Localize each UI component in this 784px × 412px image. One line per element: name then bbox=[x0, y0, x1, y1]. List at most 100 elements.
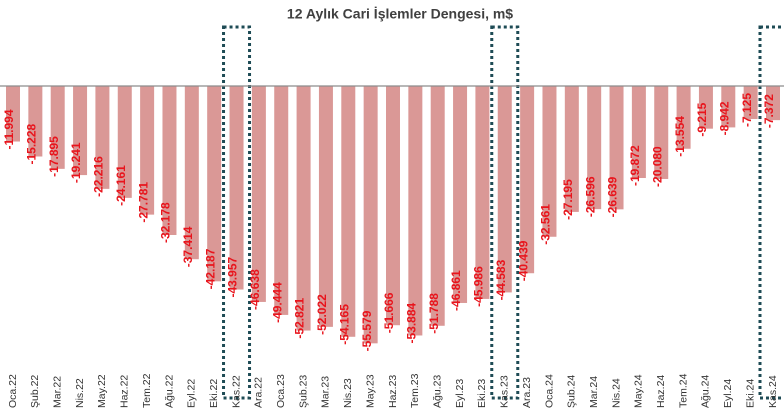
x-tick-label: Şub.23 bbox=[297, 375, 309, 408]
value-label: -19.241 bbox=[69, 142, 83, 183]
value-label: -52.821 bbox=[293, 298, 307, 339]
x-tick-label: Şub.24 bbox=[566, 375, 578, 408]
x-tick-label: Eki.23 bbox=[476, 379, 488, 408]
bar bbox=[654, 86, 669, 179]
bar bbox=[408, 86, 423, 336]
bar bbox=[73, 86, 88, 176]
value-label: -9.215 bbox=[695, 102, 709, 136]
x-tick-label: May.22 bbox=[96, 374, 108, 408]
bar bbox=[743, 86, 758, 119]
bar bbox=[676, 86, 691, 149]
bar bbox=[766, 86, 780, 121]
bar bbox=[497, 86, 512, 293]
x-tick-label: Tem.22 bbox=[141, 373, 153, 408]
bar bbox=[363, 86, 378, 344]
bar bbox=[296, 86, 311, 331]
value-label: -46.861 bbox=[449, 270, 463, 311]
bar bbox=[609, 86, 624, 210]
value-label: -55.579 bbox=[360, 310, 374, 351]
bar bbox=[6, 86, 20, 142]
bar bbox=[117, 86, 132, 198]
highlight-box bbox=[490, 25, 520, 400]
bar bbox=[162, 86, 177, 235]
bar bbox=[95, 86, 110, 189]
bar bbox=[386, 86, 400, 326]
x-tick-label: Nis.24 bbox=[610, 378, 622, 408]
x-tick-label: Şub.22 bbox=[29, 375, 41, 408]
x-tick-label: Kas.23 bbox=[499, 375, 511, 408]
x-tick-label: Kas.24 bbox=[767, 375, 779, 408]
value-label: -37.414 bbox=[181, 226, 195, 267]
value-label: -26.639 bbox=[606, 176, 620, 217]
value-label: -13.554 bbox=[673, 116, 687, 157]
value-label: -7.372 bbox=[762, 94, 776, 128]
value-label: -19.872 bbox=[628, 145, 642, 186]
x-tick-label: Haz.24 bbox=[655, 375, 667, 408]
x-tick-label: Oca.23 bbox=[275, 374, 287, 408]
value-label: -17.895 bbox=[47, 136, 61, 177]
bar bbox=[341, 86, 356, 337]
bar bbox=[184, 86, 199, 260]
bar bbox=[251, 86, 266, 302]
chart-title: 12 Aylık Cari İşlemler Dengesi, m$ bbox=[287, 6, 513, 22]
bar bbox=[721, 86, 736, 128]
bar bbox=[50, 86, 65, 169]
bar bbox=[229, 86, 244, 290]
x-tick-label: Ağu.22 bbox=[163, 375, 175, 408]
value-label: -52.022 bbox=[315, 294, 329, 335]
x-tick-label: Ağu.23 bbox=[431, 375, 443, 408]
value-label: -27.195 bbox=[561, 179, 575, 220]
x-tick-label: Tem.24 bbox=[677, 373, 689, 408]
value-label: -46.638 bbox=[248, 269, 262, 310]
value-label: -54.165 bbox=[337, 304, 351, 345]
bar bbox=[564, 86, 579, 212]
bar bbox=[318, 86, 333, 327]
x-tick-label: Eki.24 bbox=[744, 379, 756, 408]
value-label: -7.125 bbox=[740, 93, 754, 127]
x-tick-label: Ara.23 bbox=[521, 377, 533, 408]
bar bbox=[542, 86, 557, 237]
value-label: -15.228 bbox=[25, 123, 39, 164]
value-label: -51.788 bbox=[427, 293, 441, 334]
x-tick-label: Nis.22 bbox=[74, 378, 86, 408]
value-label: -26.596 bbox=[583, 176, 597, 217]
x-tick-label: Eyl.22 bbox=[186, 379, 198, 408]
bar bbox=[28, 86, 43, 157]
value-label: -32.561 bbox=[539, 204, 553, 245]
x-tick-label: Kas.22 bbox=[230, 375, 242, 408]
highlight-box bbox=[222, 25, 252, 400]
value-label: -32.178 bbox=[159, 202, 173, 243]
value-label: -42.187 bbox=[203, 248, 217, 289]
x-tick-label: Tem.23 bbox=[409, 373, 421, 408]
value-label: -27.781 bbox=[136, 182, 150, 223]
x-tick-label: Haz.23 bbox=[387, 375, 399, 408]
x-tick-label: Haz.22 bbox=[119, 375, 131, 408]
x-tick-label: Oca.24 bbox=[543, 374, 555, 408]
x-tick-label: Ağu.24 bbox=[700, 375, 712, 408]
bar bbox=[698, 86, 713, 129]
value-label: -53.884 bbox=[405, 302, 419, 343]
value-label: -49.444 bbox=[270, 282, 284, 323]
x-tick-label: Mar.22 bbox=[51, 376, 63, 408]
value-label: -43.957 bbox=[226, 256, 240, 297]
bar bbox=[587, 86, 602, 210]
x-tick-label: May.23 bbox=[364, 374, 376, 408]
bar bbox=[453, 86, 468, 303]
value-label: -22.216 bbox=[92, 156, 106, 197]
value-label: -11.994 bbox=[2, 109, 16, 149]
value-label: -45.986 bbox=[472, 266, 486, 307]
x-tick-label: May.24 bbox=[633, 374, 645, 408]
value-label: -20.080 bbox=[650, 146, 664, 187]
value-label: -51.666 bbox=[382, 292, 396, 333]
x-tick-label: Mar.23 bbox=[320, 376, 332, 408]
x-tick-label: Eyl.23 bbox=[454, 379, 466, 408]
x-tick-label: Mar.24 bbox=[588, 376, 600, 408]
x-tick-label: Nis.23 bbox=[342, 378, 354, 408]
bar bbox=[430, 86, 445, 326]
bar bbox=[520, 86, 535, 274]
bar bbox=[475, 86, 490, 299]
value-label: -24.161 bbox=[114, 165, 128, 206]
bar bbox=[631, 86, 646, 179]
bar bbox=[274, 86, 289, 315]
value-label: -8.942 bbox=[717, 101, 731, 135]
